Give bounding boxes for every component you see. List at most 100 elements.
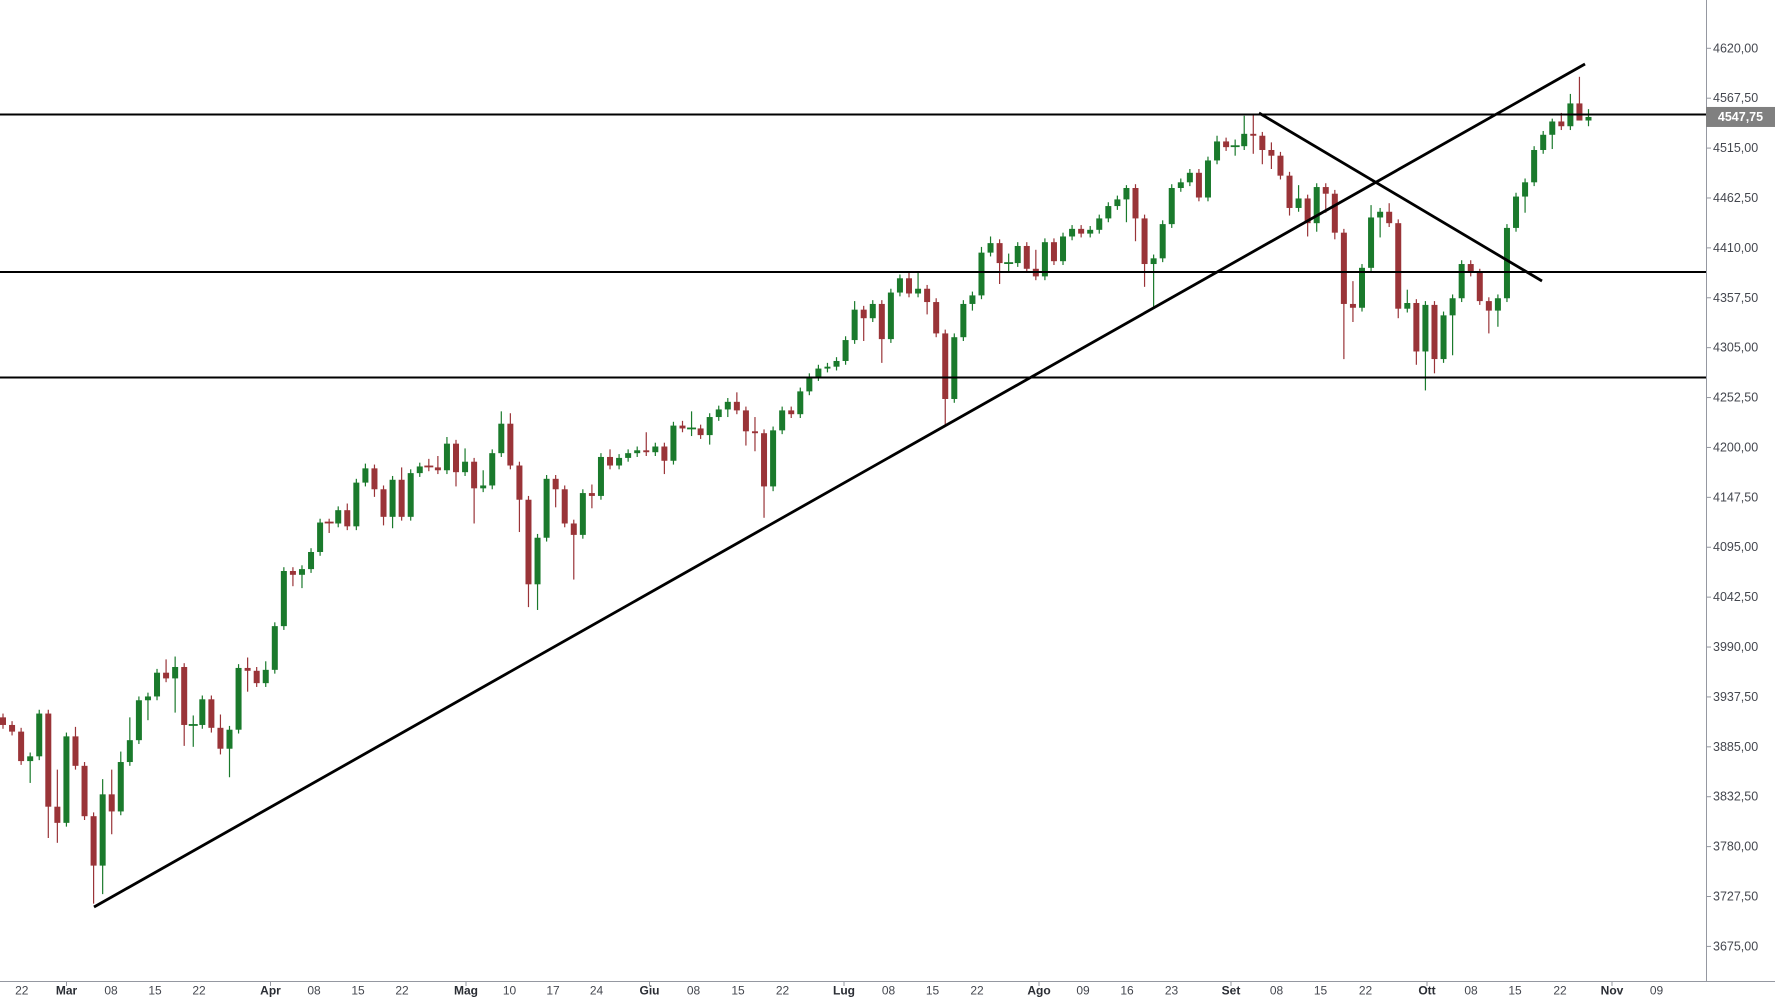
- candle-05-04: [471, 457, 478, 524]
- time-axis-week-label: 10: [503, 984, 517, 998]
- candle-10-22: [1558, 112, 1565, 131]
- candle-04-29: [443, 437, 450, 475]
- candle-10-18: [1522, 178, 1529, 213]
- candle-body: [1485, 301, 1492, 311]
- time-axis-week-label: 15: [731, 984, 745, 998]
- candle-body: [597, 456, 604, 496]
- candle-09-07: [1259, 131, 1266, 165]
- price-axis-label: 4567,50: [1713, 91, 1758, 105]
- candle-body: [489, 453, 496, 486]
- candle-09-17: [1331, 189, 1338, 240]
- candle-body: [1413, 302, 1420, 352]
- candle-04-21: [389, 475, 396, 529]
- candle-body: [1295, 198, 1302, 208]
- price-axis-label: 4147,50: [1713, 490, 1758, 504]
- candle-body: [770, 430, 777, 487]
- candle-body: [525, 499, 532, 585]
- rising-support-trendline[interactable]: [93, 62, 1586, 909]
- candle-03-08: [108, 769, 115, 835]
- candle-body: [1422, 304, 1429, 352]
- candle-body: [18, 731, 25, 762]
- candle-06-14: [724, 398, 731, 418]
- candle-body: [616, 457, 623, 466]
- candle-body: [742, 410, 749, 432]
- candle-body: [1522, 182, 1529, 197]
- candle-10-06: [1449, 294, 1456, 356]
- candle-body: [987, 243, 994, 253]
- candle-06-07: [679, 420, 686, 433]
- candle-05-21: [588, 484, 595, 509]
- candle-body: [1214, 141, 1221, 161]
- price-axis-label: 3937,50: [1713, 690, 1758, 704]
- time-axis-month-label: Nov: [1601, 984, 1624, 998]
- time-axis-week-label: 08: [1464, 984, 1478, 998]
- candle-10-26: [1576, 76, 1583, 121]
- candle-09-01: [1230, 139, 1240, 156]
- time-axis-week-label: 09: [1650, 984, 1664, 998]
- candle-09-29: [1404, 289, 1411, 313]
- candle-body: [1503, 227, 1510, 299]
- candle-02-18: [0, 713, 6, 729]
- candle-02-23: [27, 752, 34, 783]
- candle-03-15: [154, 668, 161, 701]
- candle-07-21: [960, 300, 967, 342]
- price-axis-label: 4042,50: [1713, 590, 1758, 604]
- candle-body: [172, 666, 179, 679]
- candle-08-06: [1069, 225, 1076, 241]
- candle-body: [561, 489, 568, 524]
- candle-02-24: [36, 709, 43, 761]
- candle-10-12: [1485, 297, 1492, 334]
- candle-04-23: [407, 469, 414, 521]
- candle-body: [670, 425, 677, 461]
- candle-08-13: [1114, 195, 1121, 210]
- candle-body: [860, 309, 867, 319]
- candle-03-26: [235, 664, 242, 734]
- candle-body: [724, 401, 731, 410]
- candle-04-08: [308, 548, 315, 573]
- candle-07-01: [842, 336, 849, 365]
- candle-09-03: [1250, 115, 1257, 154]
- candle-03-10: [126, 717, 133, 766]
- candle-06-21: [770, 426, 777, 492]
- candle-04-05: [280, 567, 287, 630]
- candle-10-11: [1476, 268, 1483, 305]
- candle-06-15: [733, 392, 740, 415]
- candle-doji-dash: [687, 427, 697, 430]
- candle-body: [1404, 302, 1411, 309]
- candle-08-04: [1050, 238, 1057, 265]
- last-price-badge: [1706, 106, 1775, 127]
- candle-body: [1476, 272, 1483, 302]
- time-axis[interactable]: 22 Mar 08 15 22 Apr 08 15 22 Mag 10 17 24 Giu 08 15 22 Lu…: [0, 981, 1775, 998]
- candle-body: [108, 794, 115, 812]
- candle-body: [443, 443, 450, 471]
- candle-body: [498, 423, 505, 454]
- horizontal-levels-layer: [0, 113, 1706, 379]
- candle-body: [9, 724, 16, 732]
- candle-body: [833, 360, 840, 367]
- candle-05-25: [607, 449, 614, 470]
- candle-05-24: [597, 453, 604, 500]
- candle-06-02: [652, 442, 659, 457]
- candle-09-15: [1313, 183, 1320, 232]
- price-axis-label: 3675,00: [1713, 939, 1758, 953]
- candle-04-28: [434, 456, 441, 475]
- candle-10-05: [1440, 311, 1447, 363]
- candle-05-10: [507, 413, 514, 470]
- price-axis[interactable]: 4620,00 4567,50 4515,00 4462,50 4410,00 4357,…: [1706, 0, 1758, 981]
- candle-body: [1078, 228, 1085, 234]
- candle-body: [1087, 229, 1094, 234]
- candle-06-03: [661, 442, 668, 475]
- candle-body: [588, 493, 595, 496]
- time-axis-week-label: 08: [1270, 984, 1284, 998]
- falling-resistance-trendline[interactable]: [1258, 111, 1543, 283]
- candle-body: [797, 391, 804, 415]
- candle-03-19: [188, 715, 198, 747]
- candle-body: [1123, 188, 1130, 200]
- candle-04-30: [453, 439, 459, 487]
- candle-body: [978, 252, 985, 296]
- candle-body: [1250, 133, 1257, 136]
- candle-06-09: [697, 424, 704, 439]
- candle-body: [154, 672, 161, 697]
- candle-body: [135, 700, 142, 741]
